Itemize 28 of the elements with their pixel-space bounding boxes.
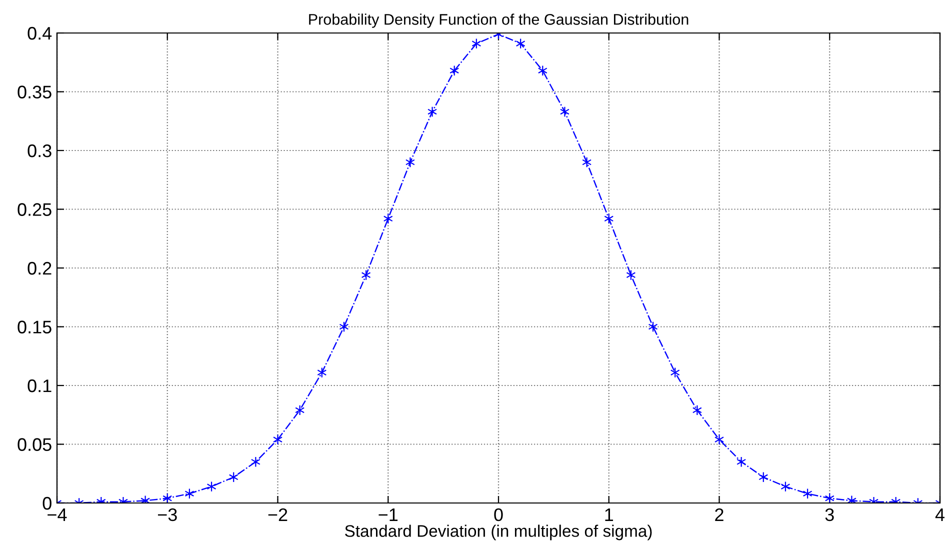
x-tick-label: −1 bbox=[378, 508, 398, 521]
y-tick-label: 0.2 bbox=[28, 262, 52, 275]
point bbox=[428, 106, 438, 118]
x-axis-title: Standard Deviation (in multiples of sigma) bbox=[345, 524, 652, 540]
y-tick-label: 0.1 bbox=[28, 379, 52, 392]
x-tick-label: 4 bbox=[935, 508, 944, 521]
x-tick-label: 3 bbox=[825, 508, 834, 522]
x-tick-label: 0 bbox=[494, 508, 503, 522]
point bbox=[714, 434, 724, 445]
y-tick-label: 0.35 bbox=[18, 86, 52, 98]
x-tick-label: 1 bbox=[605, 508, 614, 521]
point bbox=[560, 106, 570, 118]
y-tick-label: 0.3 bbox=[28, 144, 52, 158]
y-tick-label: 0 bbox=[42, 496, 52, 510]
point bbox=[272, 434, 283, 445]
point bbox=[405, 156, 415, 168]
x-tick-label: 2 bbox=[715, 508, 724, 521]
chart-title: Probability Density Function of the Gaussian Distribution bbox=[309, 14, 688, 28]
point bbox=[162, 492, 172, 503]
x-tick-label: −2 bbox=[268, 508, 288, 521]
x-tick-label: −4 bbox=[48, 508, 67, 521]
y-tick-label: 0.05 bbox=[18, 438, 52, 451]
y-tick-label: 0.15 bbox=[18, 320, 52, 334]
y-tick-label: 0.4 bbox=[28, 26, 52, 40]
y-tick-label: 0.25 bbox=[18, 203, 52, 216]
x-tick-label: −3 bbox=[158, 508, 177, 522]
point bbox=[582, 156, 592, 168]
point bbox=[824, 492, 834, 503]
